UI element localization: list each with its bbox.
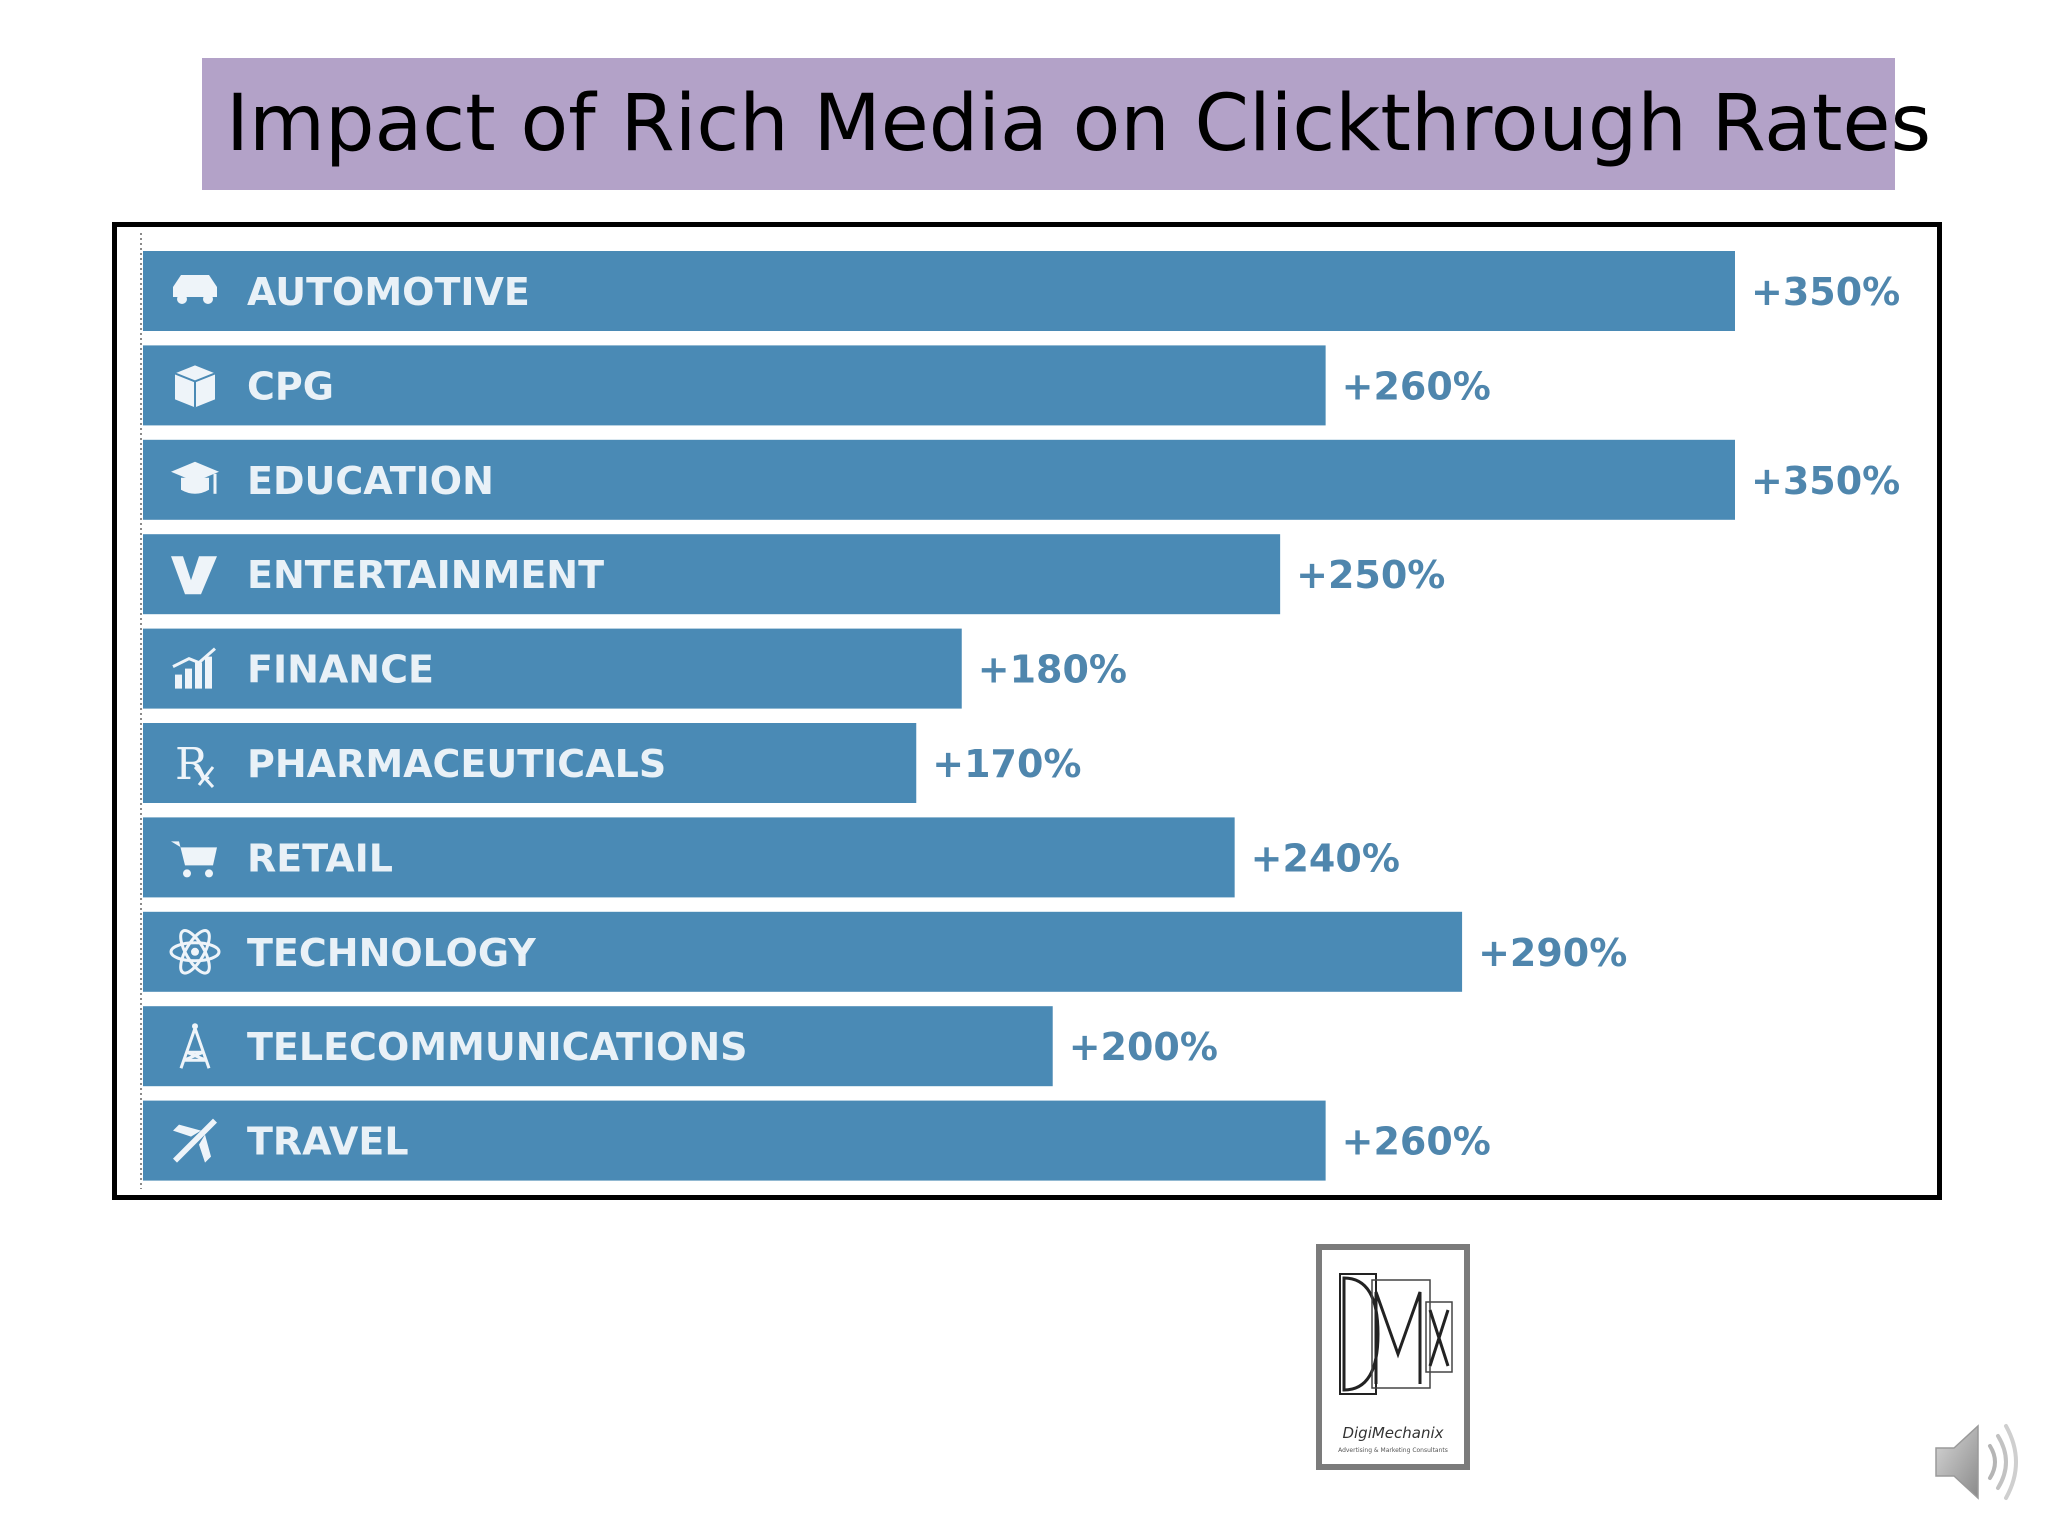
cart-icon bbox=[171, 841, 217, 878]
bar-chart: AUTOMOTIVE +350% CPG +260% EDUCATION +350% ENT… bbox=[140, 233, 1900, 1189]
bar-travel bbox=[143, 1100, 1326, 1181]
svg-text:R: R bbox=[175, 739, 210, 790]
value-label-education: +350% bbox=[1751, 459, 1900, 503]
category-label-cpg: CPG bbox=[247, 364, 334, 408]
growth-chart-icon bbox=[172, 647, 216, 689]
bar-cpg bbox=[143, 345, 1326, 426]
bar-technology bbox=[143, 911, 1463, 992]
category-label-entertainment: ENTERTAINMENT bbox=[247, 553, 604, 597]
slide-title: Impact of Rich Media on Clickthrough Rat… bbox=[226, 79, 1932, 169]
box-icon bbox=[174, 365, 216, 408]
logo-caption: DigiMechanix bbox=[1342, 1424, 1444, 1442]
graduation-cap-icon bbox=[171, 461, 219, 494]
value-label-automotive: +350% bbox=[1751, 270, 1900, 314]
company-logo: DigiMechanix Advertising & Marketing Con… bbox=[1316, 1244, 1470, 1470]
bar-entertainment bbox=[143, 534, 1281, 615]
speaker-icon[interactable] bbox=[1928, 1412, 2028, 1512]
rx-icon: R bbox=[175, 739, 215, 790]
category-label-pharmaceuticals: PHARMACEUTICALS bbox=[247, 742, 666, 786]
category-label-technology: TECHNOLOGY bbox=[247, 931, 536, 975]
bar-retail bbox=[143, 817, 1235, 898]
category-label-finance: FINANCE bbox=[247, 648, 434, 692]
car-icon bbox=[173, 275, 217, 304]
bar-finance bbox=[143, 628, 962, 709]
tower-icon bbox=[179, 1023, 211, 1069]
bar-pharmaceuticals bbox=[143, 723, 917, 803]
value-label-entertainment: +250% bbox=[1296, 553, 1445, 597]
bar-telecommunications bbox=[143, 1006, 1053, 1087]
value-label-retail: +240% bbox=[1251, 836, 1400, 880]
value-label-cpg: +260% bbox=[1342, 364, 1491, 408]
category-label-retail: RETAIL bbox=[247, 836, 393, 880]
airplane-icon bbox=[173, 1118, 217, 1163]
title-banner: Impact of Rich Media on Clickthrough Rat… bbox=[202, 58, 1931, 190]
chart-frame: AUTOMOTIVE +350% CPG +260% EDUCATION +350% ENT… bbox=[112, 222, 1942, 1200]
bar-education bbox=[143, 439, 1735, 520]
value-label-telecommunications: +200% bbox=[1069, 1025, 1218, 1069]
value-label-technology: +290% bbox=[1478, 931, 1627, 975]
category-label-travel: TRAVEL bbox=[247, 1120, 409, 1164]
value-label-pharmaceuticals: +170% bbox=[932, 742, 1081, 786]
film-icon bbox=[171, 556, 217, 595]
category-label-automotive: AUTOMOTIVE bbox=[247, 270, 530, 314]
category-label-telecommunications: TELECOMMUNICATIONS bbox=[247, 1025, 748, 1069]
logo-subcaption: Advertising & Marketing Consultants bbox=[1338, 1447, 1448, 1454]
category-label-education: EDUCATION bbox=[247, 459, 494, 503]
bar-automotive bbox=[143, 251, 1735, 331]
atom-icon bbox=[169, 929, 221, 975]
value-label-finance: +180% bbox=[978, 648, 1127, 692]
value-label-travel: +260% bbox=[1342, 1120, 1491, 1164]
dmx-logo-mark bbox=[1339, 1273, 1453, 1395]
